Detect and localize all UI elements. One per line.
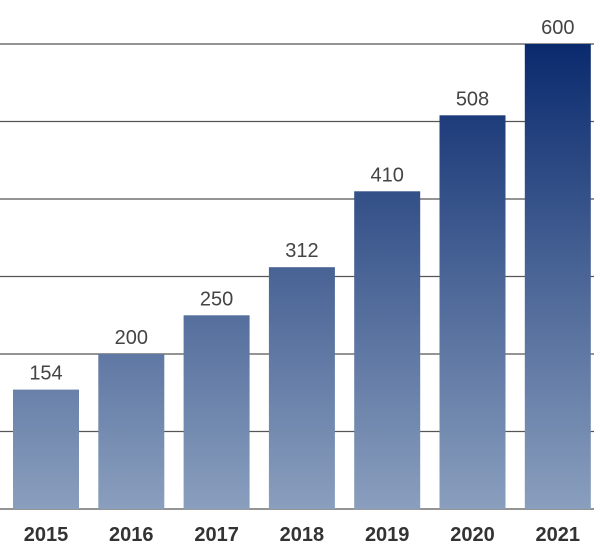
bar-2018 <box>268 267 335 509</box>
value-label-2015: 154 <box>29 363 62 385</box>
value-label-2020: 508 <box>456 88 489 110</box>
bars <box>13 44 591 510</box>
bar-2016 <box>98 354 165 509</box>
value-label-2019: 410 <box>371 164 404 186</box>
tick-label-2016: 2016 <box>109 524 154 546</box>
value-labels: 154 200 250 312 410 508 600 <box>29 17 574 385</box>
value-label-2016: 200 <box>115 327 148 349</box>
bar-2015 <box>13 389 79 509</box>
value-label-2018: 312 <box>285 240 318 262</box>
bar-2019 <box>354 191 421 510</box>
bar-2017 <box>183 315 250 510</box>
tick-label-2018: 2018 <box>280 524 325 546</box>
x-axis-tick-labels: 2015 2016 2017 2018 2019 2020 2021 <box>24 524 580 546</box>
bar-2021 <box>524 44 591 509</box>
tick-label-2017: 2017 <box>194 524 239 546</box>
value-label-2017: 250 <box>200 288 233 310</box>
tick-label-2020: 2020 <box>450 524 495 546</box>
value-label-2021: 600 <box>541 17 574 39</box>
tick-label-2015: 2015 <box>24 524 69 546</box>
tick-label-2021: 2021 <box>536 524 581 546</box>
tick-label-2019: 2019 <box>365 524 410 546</box>
bar-2020 <box>439 115 506 510</box>
